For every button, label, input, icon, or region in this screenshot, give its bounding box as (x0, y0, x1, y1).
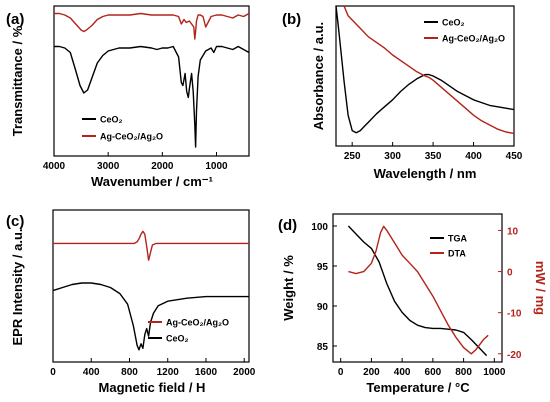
panel-a-label: (a) (6, 11, 24, 28)
panel-d-series-line-1 (348, 225, 489, 355)
panel-c-ylabel: EPR Intensity / a.u. (10, 228, 25, 345)
panel-c-xtick-label: 0 (50, 367, 56, 378)
panel-c-xtick-label: 1600 (195, 367, 218, 378)
panel-c-series-line-1 (52, 282, 249, 351)
panel-d-plot: 0 200 400 600 800 1000 85 90 95 100 -20 -10 0 10 TGA DT… (311, 222, 522, 378)
panel-b-frame (335, 5, 515, 147)
panel-c-xtick-label: 400 (83, 367, 100, 378)
panel-d-ytick-label: 85 (317, 342, 329, 353)
panel-d-ytick-label: 90 (317, 302, 329, 313)
panel-c-legend-label: CeO₂ (166, 334, 189, 344)
panel-c-label: (c) (6, 213, 24, 230)
panel-a-xtick-label: 3000 (97, 161, 120, 172)
panel-a-plot: 4000 3000 2000 1000 CeO₂ Ag-CeO₂/Ag₂O (43, 12, 250, 172)
panel-a-xtick-label: 4000 (43, 161, 66, 172)
panel-c-series-line-0 (53, 230, 249, 261)
panel-b-plot: 250 300 350 400 450 CeO₂ Ag-CeO₂/Ag₂O (335, 5, 523, 162)
panel-a-ylabel: Transmittance / % (10, 25, 25, 136)
panel-d-xtick-label: 400 (394, 367, 411, 378)
panel-c-xtick-label: 1200 (157, 367, 180, 378)
panel-b-series-line-1 (343, 5, 515, 135)
panel-b-xtick-label: 400 (465, 151, 482, 162)
panel-d-ytick-label: 100 (311, 222, 328, 233)
panel-d-label: (d) (278, 217, 297, 234)
panel-d-xtick-label: 1000 (483, 367, 506, 378)
panel-d-frame (332, 213, 503, 363)
panel-a-series-line-0 (54, 45, 250, 148)
panel-d-legend-label: DTA (448, 249, 466, 259)
panel-b-legend-label: CeO₂ (442, 18, 465, 28)
panel-b-xtick-label: 250 (344, 151, 361, 162)
panel-d-y2tick-label: 10 (507, 226, 519, 237)
panel-d-y2tick-label: -10 (507, 309, 522, 320)
panel-b-xtick-label: 300 (384, 151, 401, 162)
panel-a-frame (53, 5, 250, 157)
panel-d-xtick-label: 800 (455, 367, 472, 378)
panel-c-xtick-label: 2000 (233, 367, 256, 378)
panel-b-xlabel: Wavelength / nm (374, 166, 477, 181)
panel-b-xtick-label: 350 (425, 151, 442, 162)
panel-a-xtick-label: 2000 (151, 161, 174, 172)
panel-d-legend-label: TGA (448, 234, 467, 244)
panel-a-series-line-1 (54, 12, 250, 40)
panel-b-label: (b) (282, 11, 301, 28)
panel-b-series-line-0 (335, 5, 515, 134)
panel-c-xtick-label: 800 (121, 367, 138, 378)
panel-c-frame (52, 209, 250, 363)
panel-a-xlabel: Wavenumber / cm⁻¹ (91, 174, 213, 189)
panel-a-xtick-label: 1000 (205, 161, 228, 172)
panel-d-y2label: mW / mg (533, 261, 548, 315)
panel-d-y2tick-label: 0 (507, 268, 513, 279)
panel-d-xtick-label: 200 (363, 367, 380, 378)
panel-d-ytick-label: 95 (317, 262, 329, 273)
panel-d-series-line-0 (347, 225, 488, 357)
panel-d-xtick-label: 0 (338, 367, 344, 378)
panel-b-ylabel: Absorbance / a.u. (311, 22, 326, 130)
panel-c-xlabel: Magnetic field / H (99, 380, 206, 395)
panel-c-legend-label: Ag-CeO₂/Ag₂O (166, 318, 229, 328)
panel-d-xtick-label: 600 (425, 367, 442, 378)
panel-a-legend-label: CeO₂ (100, 115, 123, 125)
panel-b-legend-label: Ag-CeO₂/Ag₂O (442, 34, 505, 44)
panel-d-ylabel: Weight / % (281, 255, 296, 321)
panel-d-xlabel: Temperature / °C (366, 380, 470, 395)
panel-c-plot: 0 400 800 1200 1600 2000 Ag-CeO₂/Ag₂O CeO₂ (50, 230, 256, 378)
panel-a-legend-label: Ag-CeO₂/Ag₂O (100, 132, 163, 142)
panel-b-xtick-label: 450 (506, 151, 523, 162)
panel-d-y2tick-label: -20 (507, 350, 522, 361)
